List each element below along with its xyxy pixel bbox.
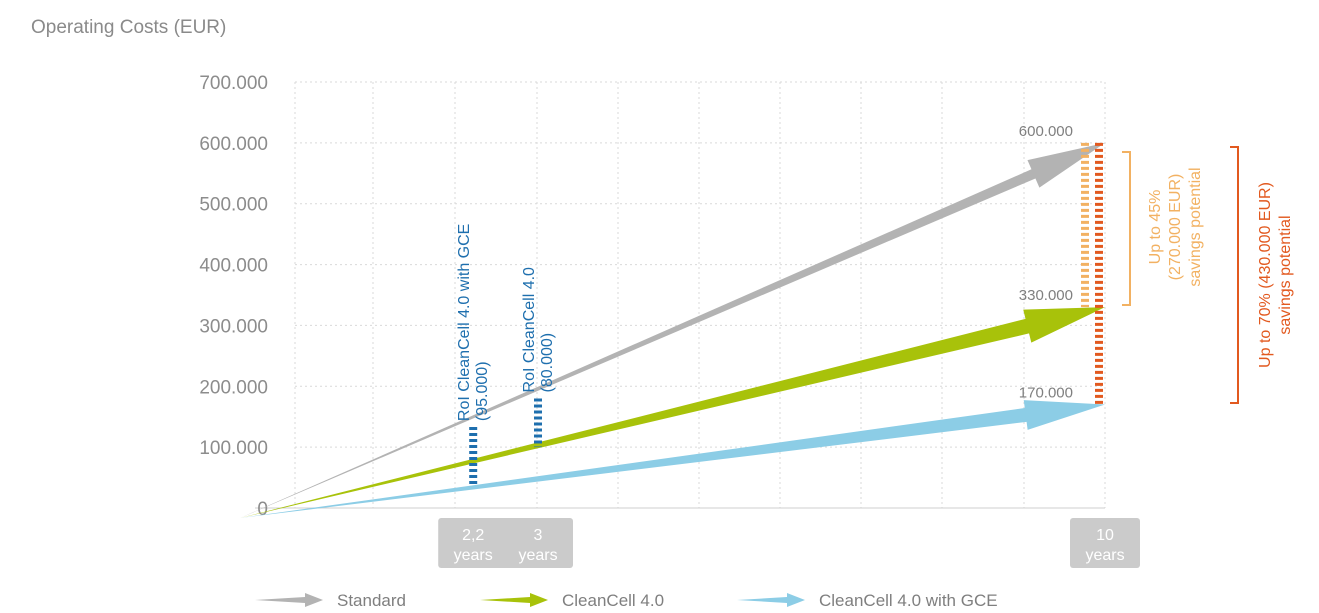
legend-label: CleanCell 4.0 with GCE: [819, 591, 998, 610]
roi-label: RoI CleanCell 4.0: [521, 267, 538, 393]
legend-label: Standard: [337, 591, 406, 610]
y-axis-title: Operating Costs (EUR): [31, 17, 227, 38]
year-marker-unit: years: [518, 547, 557, 564]
year-marker-box: [503, 518, 573, 568]
series-standard-arrow: [240, 142, 1105, 518]
y-tick-label: 400.000: [199, 256, 268, 277]
year-marker-unit: years: [454, 547, 493, 564]
year-marker-value: 10: [1096, 527, 1114, 544]
year-marker-unit: years: [1085, 547, 1124, 564]
roi-label: RoI CleanCell 4.0 with GCE: [456, 224, 473, 421]
savings-45-bracket: [1122, 151, 1131, 306]
y-tick-label: 0: [257, 499, 268, 520]
year-marker-box: [438, 518, 509, 568]
savings-45-label: Up to 45%: [1147, 190, 1164, 265]
y-tick-label: 200.000: [199, 377, 268, 398]
roi-value-label: (80.000): [539, 333, 556, 393]
savings-70-label: savings potential: [1277, 215, 1294, 334]
y-tick-label: 500.000: [199, 195, 268, 216]
series-cleancell-gce-arrow: [240, 400, 1105, 518]
y-tick-label: 300.000: [199, 316, 268, 337]
savings-70-label: Up to 70% (430.000 EUR): [1257, 182, 1274, 368]
end-value-label: 330.000: [1019, 287, 1073, 304]
end-value-label: 170.000: [1019, 385, 1073, 402]
legend-swatch: [737, 593, 805, 607]
year-marker-value: 3: [534, 527, 543, 544]
savings-45-label: (270.000 EUR): [1167, 174, 1184, 281]
roi-value-label: (95.000): [474, 361, 491, 421]
y-tick-label: 100.000: [199, 438, 268, 459]
legend-swatch: [255, 593, 323, 607]
series-cleancell-arrow: [240, 307, 1105, 518]
legend-swatch: [480, 593, 548, 607]
year-marker-box: [1070, 518, 1140, 568]
savings-70-bracket: [1230, 146, 1239, 404]
y-tick-label: 600.000: [199, 134, 268, 155]
y-tick-label: 700.000: [199, 73, 268, 94]
savings-45-label: savings potential: [1187, 167, 1204, 286]
end-value-label: 600.000: [1019, 123, 1073, 140]
legend-label: CleanCell 4.0: [562, 591, 664, 610]
year-marker-value: 2,2: [462, 527, 484, 544]
